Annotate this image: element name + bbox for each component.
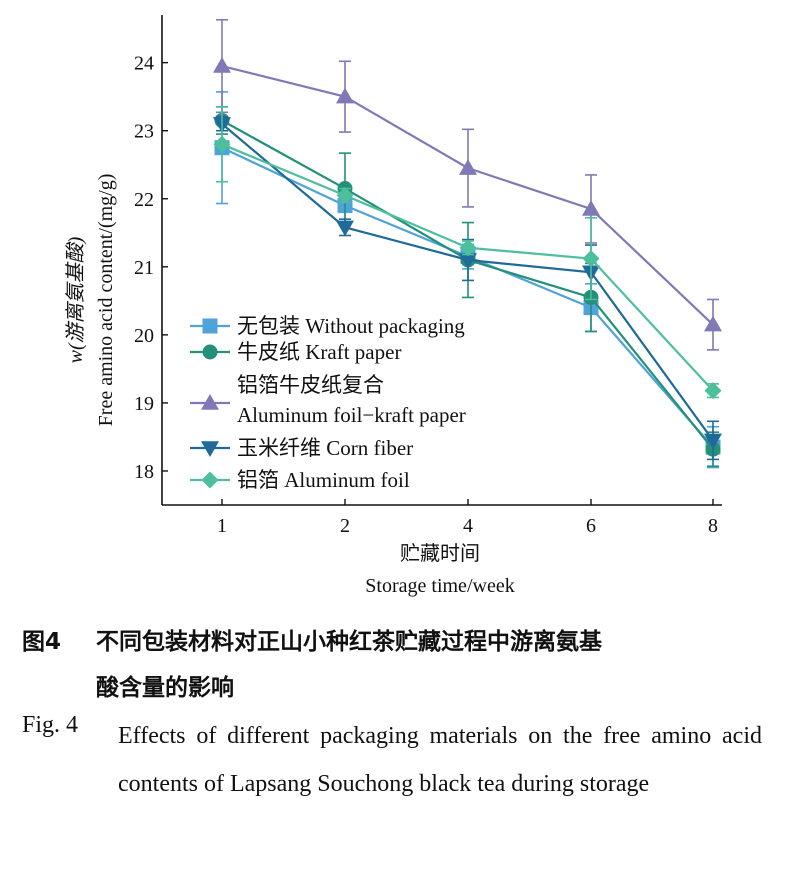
data-point (336, 87, 354, 104)
legend-item-4: 玉米纤维 Corn fiber (190, 436, 413, 460)
x-tick-label: 6 (586, 515, 596, 537)
legend-label: 牛皮纸 Kraft paper (237, 340, 401, 364)
data-point (704, 433, 722, 450)
legend-marker (201, 471, 219, 489)
legend-marker (202, 344, 218, 360)
x-tick-label: 4 (463, 515, 473, 537)
data-point (459, 239, 477, 257)
legend-label: Aluminum foil−kraft paper (237, 403, 466, 427)
y-tick-label: 21 (134, 257, 154, 279)
legend-item-1: 无包装 Without packaging (190, 314, 465, 338)
caption-en-label: Fig. 4 (22, 712, 79, 738)
data-point (336, 186, 354, 204)
y-tick-label: 20 (134, 325, 154, 347)
legend-item-2: 牛皮纸 Kraft paper (190, 340, 401, 364)
caption-cn-label: 图4 (22, 629, 62, 655)
data-point (336, 220, 354, 237)
caption-cn-line-1: 图4 不同包装材料对正山小种红茶贮藏过程中游离氨基 (22, 622, 772, 656)
y-tick-label: 24 (134, 53, 154, 75)
legend-marker (202, 318, 218, 334)
data-point (582, 250, 600, 268)
data-point (459, 253, 477, 269)
caption-cn-line-2: 酸含量的影响 (96, 675, 234, 701)
series-4 (213, 116, 722, 461)
data-point (213, 135, 231, 153)
y-axis-label-cn: w(游离氨基酸) (65, 236, 87, 363)
x-tick-label: 1 (217, 515, 227, 537)
series-3 (213, 18, 722, 351)
caption-en-text: Effects of different packaging materials… (118, 723, 762, 797)
legend-item-3: 铝箔牛皮纸复合 Aluminum foil−kraft paper (190, 373, 466, 427)
x-tick-label: 2 (340, 515, 350, 537)
legend-item-5: 铝箔 Aluminum foil (190, 468, 410, 492)
legend-marker (201, 394, 219, 410)
y-tick-label: 18 (134, 461, 154, 483)
caption-cn-text-1: 不同包装材料对正山小种红茶贮藏过程中游离氨基 (96, 629, 602, 655)
y-tick-label: 19 (134, 393, 154, 415)
chart-series (213, 18, 722, 469)
data-point (459, 159, 477, 175)
legend-marker (201, 441, 219, 457)
legend-label: 铝箔牛皮纸复合 (237, 373, 384, 397)
series-5 (213, 106, 722, 400)
y-tick-label: 22 (134, 189, 154, 211)
data-point (213, 57, 231, 73)
data-point (704, 315, 722, 332)
x-axis-label-cn: 贮藏时间 (400, 542, 480, 565)
legend-label: 铝箔 Aluminum foil (237, 468, 410, 492)
data-point (704, 382, 722, 400)
x-axis-label: Storage time/week (365, 575, 514, 597)
y-tick-label: 23 (134, 121, 154, 143)
data-point (582, 199, 600, 216)
legend-label: 无包装 Without packaging (237, 314, 465, 338)
legend-label: 玉米纤维 Corn fiber (237, 436, 413, 460)
x-tick-label: 8 (708, 515, 718, 537)
y-axis-label: Free amino acid content/(mg/g) (95, 174, 117, 427)
